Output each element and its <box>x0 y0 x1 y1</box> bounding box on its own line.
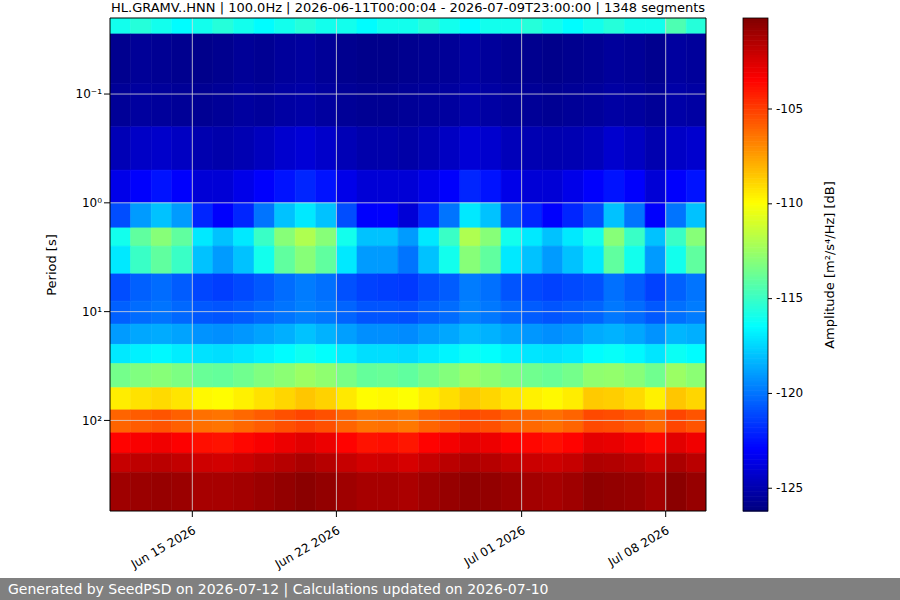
svg-text:10²: 10² <box>82 414 102 428</box>
svg-text:10¹: 10¹ <box>82 305 102 319</box>
svg-text:-115: -115 <box>776 291 803 305</box>
svg-text:Jul 08 2026: Jul 08 2026 <box>605 523 672 570</box>
html-text:Period [s]: Period [s] <box>44 234 59 296</box>
svg-text:10⁻¹: 10⁻¹ <box>76 87 103 101</box>
html-text:HL.GRAMV..HNN | 100.0Hz | 2026: HL.GRAMV..HNN | 100.0Hz | 2026-06-11T00:… <box>111 0 705 15</box>
html-text:Amplitude [m²/s⁴/Hz] [dB]: Amplitude [m²/s⁴/Hz] [dB] <box>822 181 837 349</box>
svg-text:-120: -120 <box>776 386 803 400</box>
svg-text:Jun 22 2026: Jun 22 2026 <box>272 523 342 572</box>
svg-text:-110: -110 <box>776 196 803 210</box>
svg-text:Jun 15 2026: Jun 15 2026 <box>128 523 198 572</box>
html-text:Generated by SeedPSD on 2026-0: Generated by SeedPSD on 2026-07-12 | Cal… <box>8 581 549 597</box>
svg-text:-125: -125 <box>776 481 803 495</box>
svg-text:Jul 01 2026: Jul 01 2026 <box>461 523 528 570</box>
svg-text:-105: -105 <box>776 102 803 116</box>
svg-text:10⁰: 10⁰ <box>82 196 102 210</box>
